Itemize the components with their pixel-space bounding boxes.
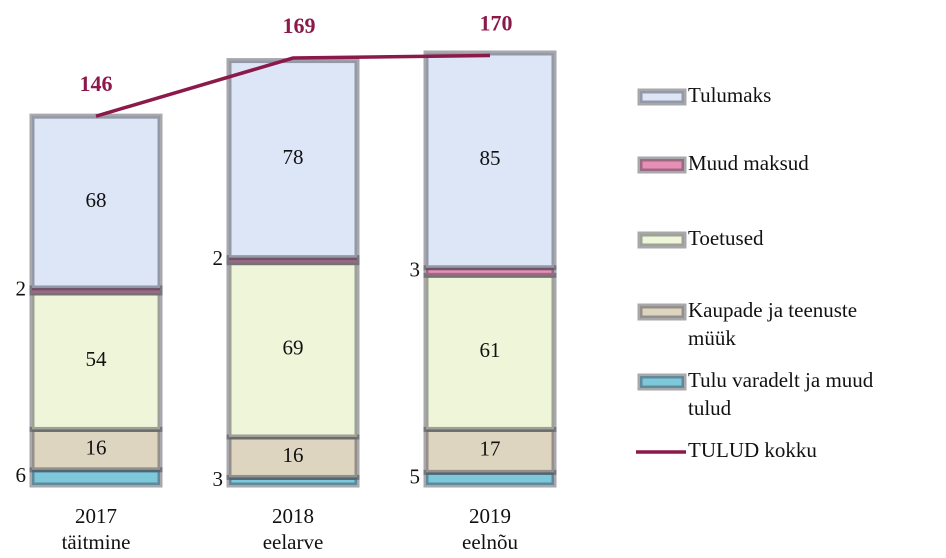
data-label: 61 (480, 338, 501, 362)
legend-marker (637, 88, 687, 106)
x-tick-label: 2018 eelarve (263, 504, 324, 554)
bar-segment (29, 426, 163, 473)
total-label: 146 (80, 71, 113, 96)
bar-segment (29, 113, 163, 291)
data-label: 6 (16, 463, 27, 487)
x-tick-label: 2019 eelnõu (462, 504, 518, 554)
legend-marker (637, 373, 687, 391)
data-label: 2 (16, 276, 27, 300)
data-label: 17 (480, 437, 501, 461)
data-label: 68 (86, 188, 107, 212)
bar-segment (226, 58, 360, 261)
data-label: 85 (480, 146, 501, 170)
bar-segment (226, 260, 360, 440)
data-label: 3 (410, 257, 421, 281)
data-label: 3 (213, 467, 224, 491)
data-label: 16 (86, 435, 107, 459)
x-tick-label: 2017 täitmine (62, 504, 131, 554)
data-label: 69 (283, 336, 304, 360)
bar-segment (423, 50, 557, 271)
legend-marker (637, 231, 687, 249)
legend-label: Toetused (688, 226, 764, 250)
legend-label: Muud maksud (688, 151, 809, 175)
legend-label: Tulu varadelt ja muud tulud (688, 368, 874, 420)
data-label: 2 (213, 246, 224, 270)
legend-label: Tulumaks (688, 83, 771, 107)
data-label: 78 (283, 145, 304, 169)
legend-label: TULUD kokku (688, 438, 817, 462)
data-label: 5 (410, 464, 421, 488)
legend-marker (637, 303, 687, 321)
total-label: 169 (283, 13, 316, 38)
total-line (95, 53, 491, 118)
data-label: 54 (86, 347, 108, 371)
legend-label: Kaupade ja teenuste müük (688, 298, 857, 350)
data-label: 16 (283, 443, 304, 467)
total-label: 170 (480, 11, 513, 36)
legend-marker (637, 156, 687, 174)
